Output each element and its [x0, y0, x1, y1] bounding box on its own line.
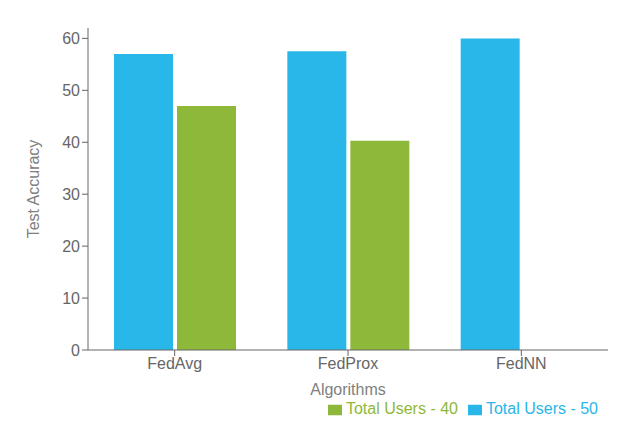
svg-text:FedAvg: FedAvg	[147, 355, 202, 372]
svg-text:30: 30	[62, 186, 80, 203]
svg-text:40: 40	[62, 134, 80, 151]
svg-text:10: 10	[62, 290, 80, 307]
svg-text:60: 60	[62, 30, 80, 47]
svg-text:20: 20	[62, 238, 80, 255]
svg-text:Test Accuracy: Test Accuracy	[25, 140, 42, 239]
html-text:Total Users - 50: Total Users - 50	[486, 400, 598, 417]
svg-text:0: 0	[71, 342, 80, 359]
svg-text:FedProx: FedProx	[318, 355, 378, 372]
svg-text:FedNN: FedNN	[496, 355, 547, 372]
html-text:Total Users - 40: Total Users - 40	[345, 400, 458, 417]
svg-text:Algorithms: Algorithms	[310, 381, 386, 398]
svg-text:50: 50	[62, 82, 80, 99]
